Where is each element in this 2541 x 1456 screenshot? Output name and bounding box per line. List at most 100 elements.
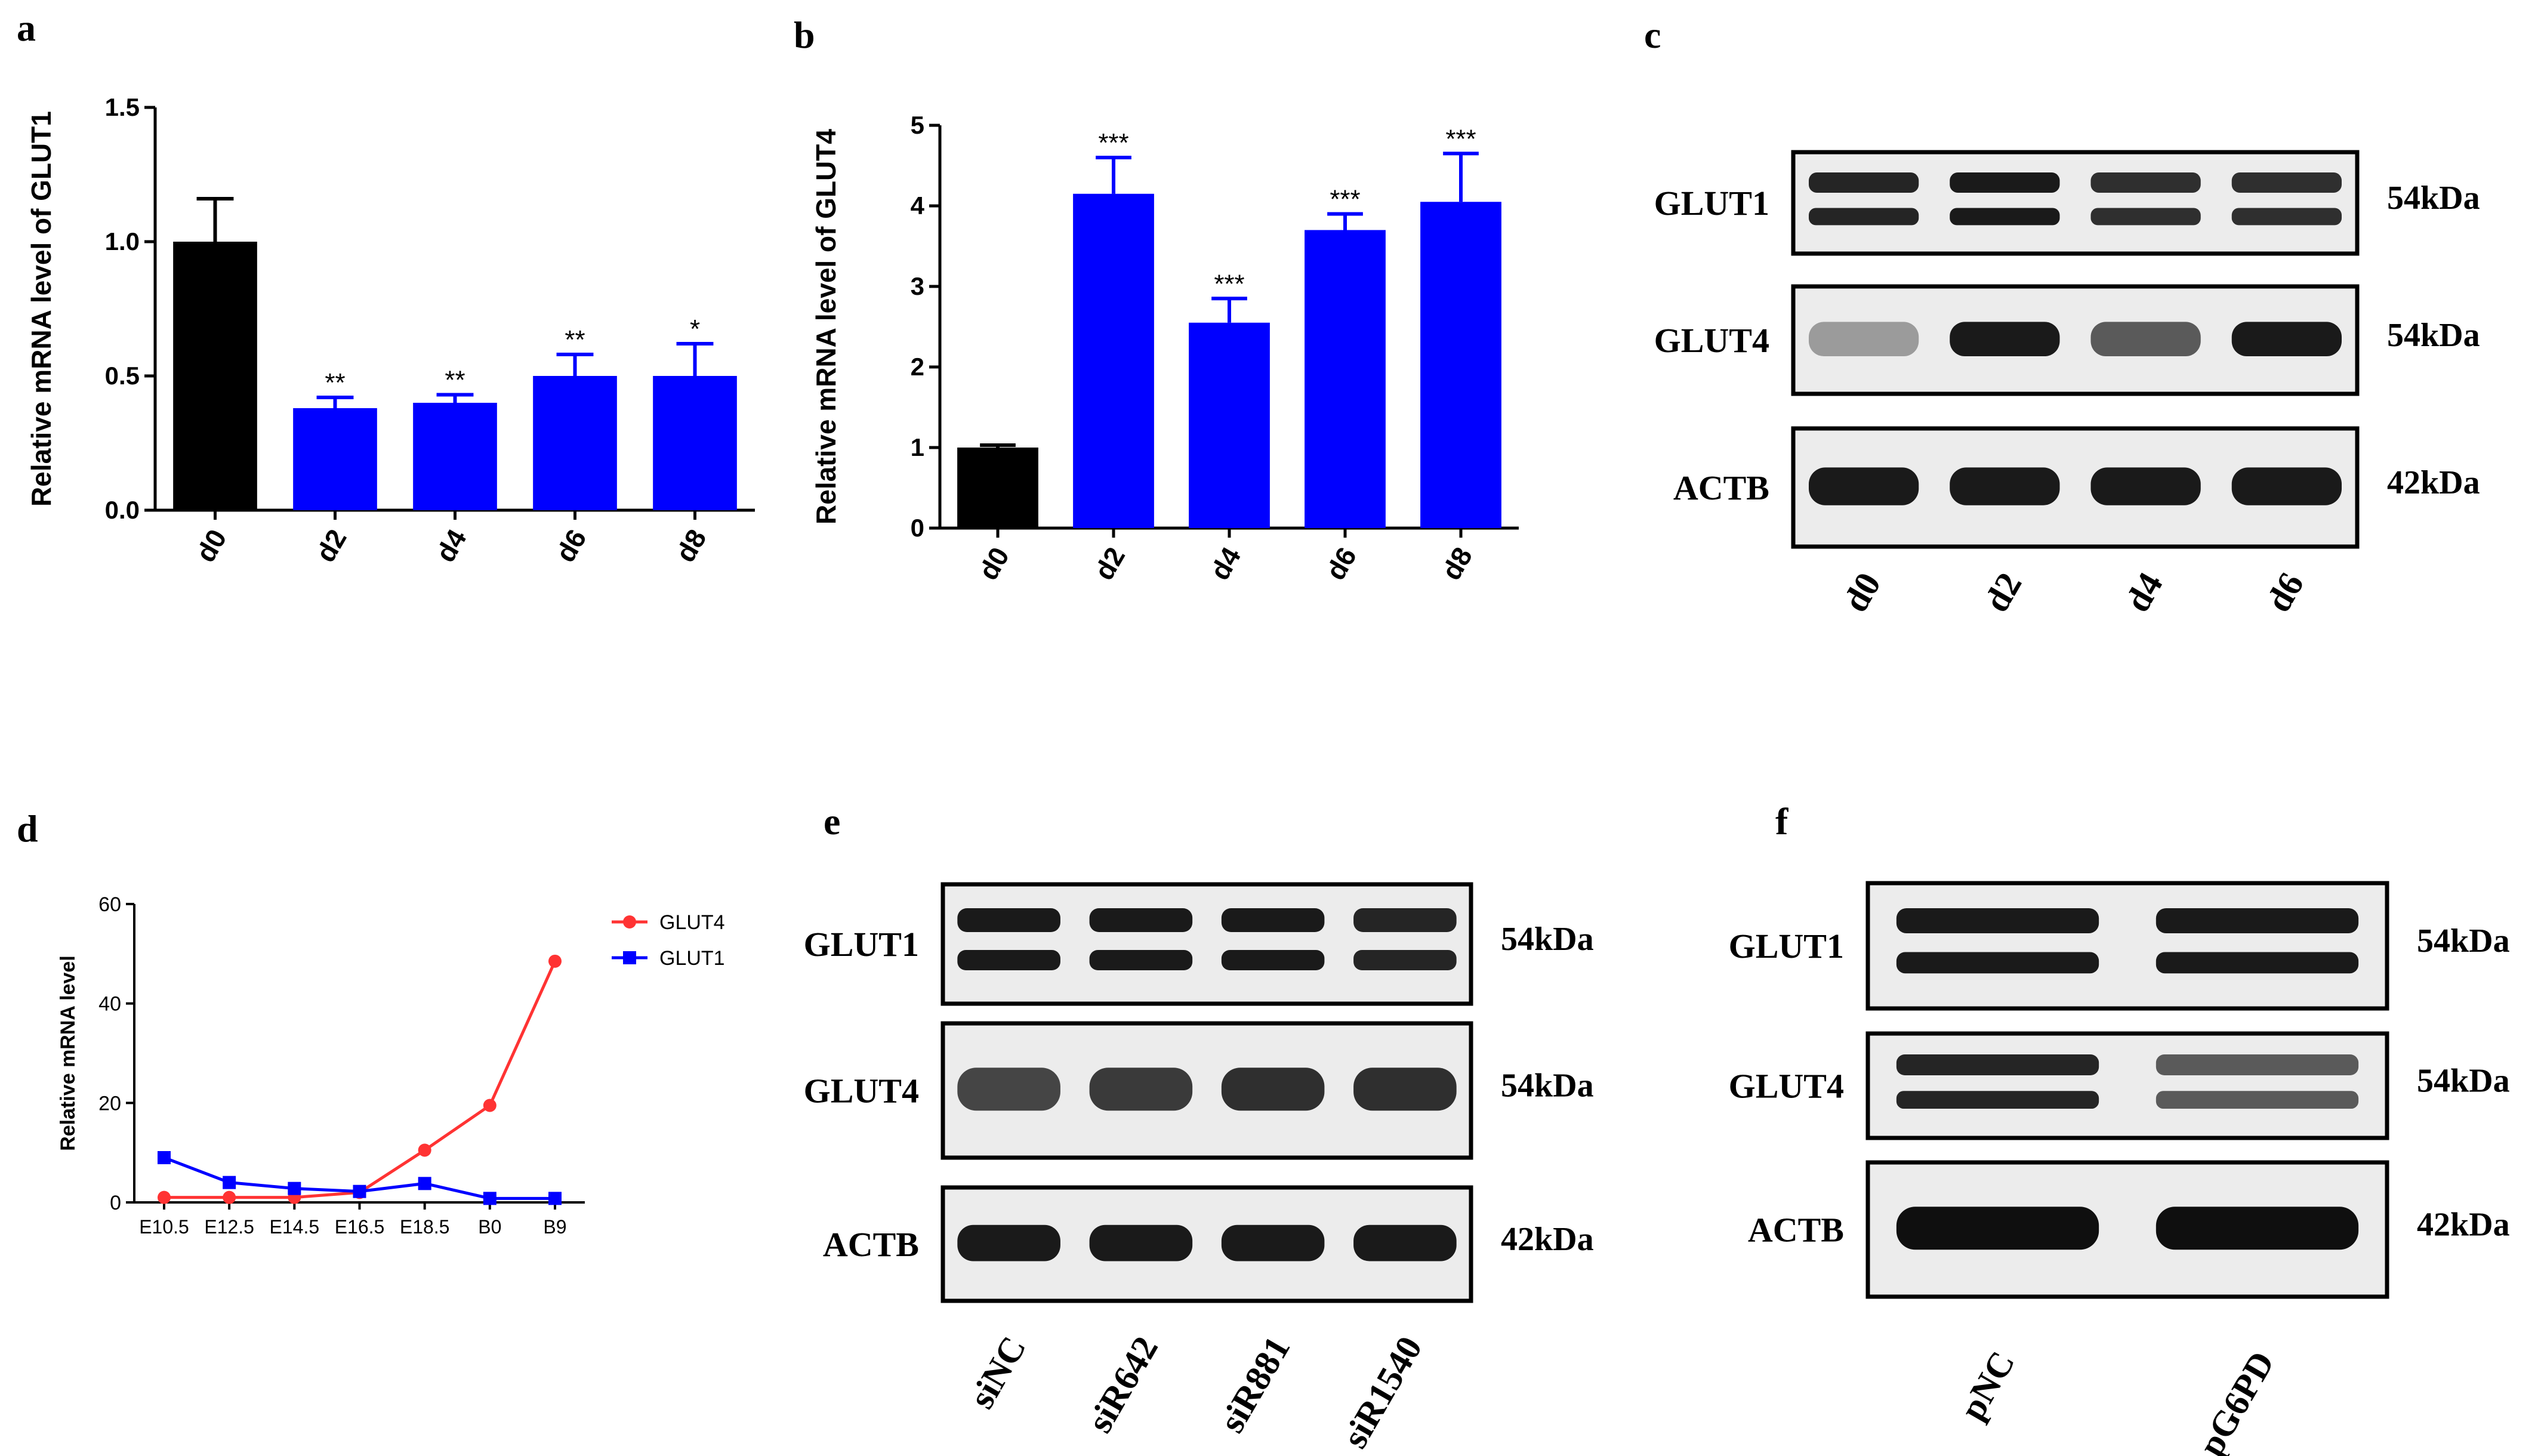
- e-size-label: 42kDa: [1501, 1221, 1594, 1258]
- e-lane-label: siR642: [1080, 1330, 1165, 1439]
- a-y-tick-label: 0.5: [105, 362, 140, 390]
- e-band: [1353, 950, 1457, 970]
- b-significance-label: ***: [1098, 128, 1128, 158]
- a-y-axis-label: Relative mRNA level of GLUT1: [26, 111, 57, 507]
- e-band: [1089, 1224, 1193, 1261]
- d-legend-marker: [623, 951, 636, 964]
- f-lane-label: pG6PD: [2191, 1345, 2282, 1456]
- c-size-label: 42kDa: [2387, 464, 2480, 501]
- f-band: [1896, 1091, 2099, 1109]
- c-protein-label: GLUT1: [1654, 184, 1769, 223]
- b-y-tick-label: 5: [911, 111, 924, 139]
- a-y-tick-label: 1.5: [105, 93, 140, 121]
- f-band: [1896, 952, 2099, 974]
- d-point-glut4: [223, 1190, 236, 1204]
- d-y-tick-label: 20: [98, 1092, 121, 1115]
- e-band: [957, 950, 1060, 970]
- e-protein-label: GLUT1: [804, 925, 919, 964]
- a-significance-label: *: [690, 314, 700, 344]
- d-point-glut1: [353, 1184, 366, 1198]
- f-size-label: 54kDa: [2417, 1063, 2510, 1100]
- blot-e: GLUT1 54kDa GLUT4 54kDa ACTB 42kDa siNC siR642 s…: [804, 882, 1594, 1455]
- d-x-tick-label: E14.5: [270, 1216, 320, 1238]
- d-point-glut4: [158, 1190, 171, 1204]
- a-x-tick-label: d4: [430, 524, 473, 567]
- f-lane-label: pNC: [1953, 1345, 2022, 1427]
- chart-a: 0.0 0.5 1.0 1.5 Relative mRNA level of GLUT1…: [26, 93, 755, 567]
- e-lane-label: siR1540: [1335, 1330, 1430, 1455]
- a-significance-label: **: [325, 368, 345, 397]
- f-band: [1896, 1207, 2099, 1250]
- c-band: [2090, 172, 2201, 193]
- panel-label-a: a: [17, 7, 36, 49]
- d-legend-label: GLUT1: [659, 947, 725, 970]
- c-band: [1950, 467, 2060, 505]
- a-bar: [533, 376, 617, 510]
- e-band: [1221, 1068, 1325, 1111]
- f-size-label: 42kDa: [2417, 1207, 2510, 1244]
- d-point-glut1: [158, 1151, 171, 1164]
- e-lane-label: siNC: [961, 1330, 1034, 1415]
- c-blot-box-glut1: [1791, 150, 2360, 256]
- c-band: [1808, 172, 1919, 193]
- panel-label-f: f: [1775, 800, 1788, 843]
- d-x-tick-label: E12.5: [204, 1216, 254, 1238]
- d-point-glut4: [483, 1099, 497, 1112]
- panel-label-b: b: [794, 14, 815, 56]
- b-bar: [957, 448, 1038, 528]
- d-y-tick-label: 60: [98, 893, 121, 916]
- e-band: [1353, 1224, 1457, 1261]
- c-size-label: 54kDa: [2387, 317, 2480, 354]
- c-lane-label: d6: [2258, 566, 2311, 619]
- a-y-tick-label: 1.0: [105, 227, 140, 255]
- d-point-glut1: [548, 1192, 562, 1205]
- a-significance-label: **: [565, 325, 585, 354]
- b-x-tick-label: d8: [1435, 542, 1478, 585]
- a-x-tick-label: d0: [190, 524, 233, 567]
- a-bar: [653, 376, 737, 510]
- f-protein-label: ACTB: [1748, 1211, 1844, 1250]
- e-band: [1089, 1068, 1193, 1111]
- c-lane-label: d4: [2117, 566, 2170, 619]
- panel-label-d: d: [17, 807, 38, 850]
- b-y-tick-label: 1: [911, 433, 924, 461]
- blot-c: GLUT1 54kDa GLUT4 54kDa ACTB 42kDa d0 d2 d4 d6: [1654, 150, 2480, 619]
- d-x-tick-label: B0: [478, 1216, 501, 1238]
- c-band: [2090, 208, 2201, 226]
- c-band: [1808, 322, 1919, 356]
- c-band: [1950, 322, 2060, 356]
- d-y-tick-label: 40: [98, 993, 121, 1016]
- c-band: [1808, 208, 1919, 226]
- c-lane-label: d2: [1976, 566, 2030, 619]
- d-legend-label: GLUT4: [659, 911, 725, 934]
- b-x-tick-label: d2: [1088, 542, 1131, 585]
- b-y-tick-label: 4: [911, 192, 925, 220]
- d-legend-marker: [623, 915, 636, 928]
- e-band: [1221, 908, 1325, 932]
- b-y-axis-label: Relative mRNA level of GLUT4: [810, 129, 841, 525]
- a-x-tick-label: d8: [670, 524, 713, 567]
- b-bar: [1305, 230, 1386, 528]
- a-x-tick-label: d6: [550, 524, 593, 567]
- e-band: [957, 1068, 1060, 1111]
- b-y-tick-label: 2: [911, 353, 924, 381]
- e-size-label: 54kDa: [1501, 921, 1594, 958]
- c-band: [2231, 208, 2342, 226]
- f-band: [2155, 952, 2359, 974]
- c-protein-label: ACTB: [1673, 468, 1769, 507]
- b-bar: [1420, 202, 1501, 528]
- d-y-axis-label: Relative mRNA level: [57, 955, 79, 1151]
- d-x-tick-label: E18.5: [400, 1216, 450, 1238]
- a-y-tick-label: 0.0: [105, 496, 140, 524]
- c-band: [2090, 322, 2201, 356]
- e-size-label: 54kDa: [1501, 1068, 1594, 1105]
- c-band: [2231, 322, 2342, 356]
- b-bar: [1073, 193, 1154, 528]
- f-blot-box-glut1: [1865, 881, 2389, 1011]
- f-band: [2155, 908, 2359, 933]
- e-band: [1089, 950, 1193, 970]
- a-significance-label: **: [445, 366, 465, 395]
- d-point-glut1: [288, 1182, 301, 1195]
- e-band: [1221, 950, 1325, 970]
